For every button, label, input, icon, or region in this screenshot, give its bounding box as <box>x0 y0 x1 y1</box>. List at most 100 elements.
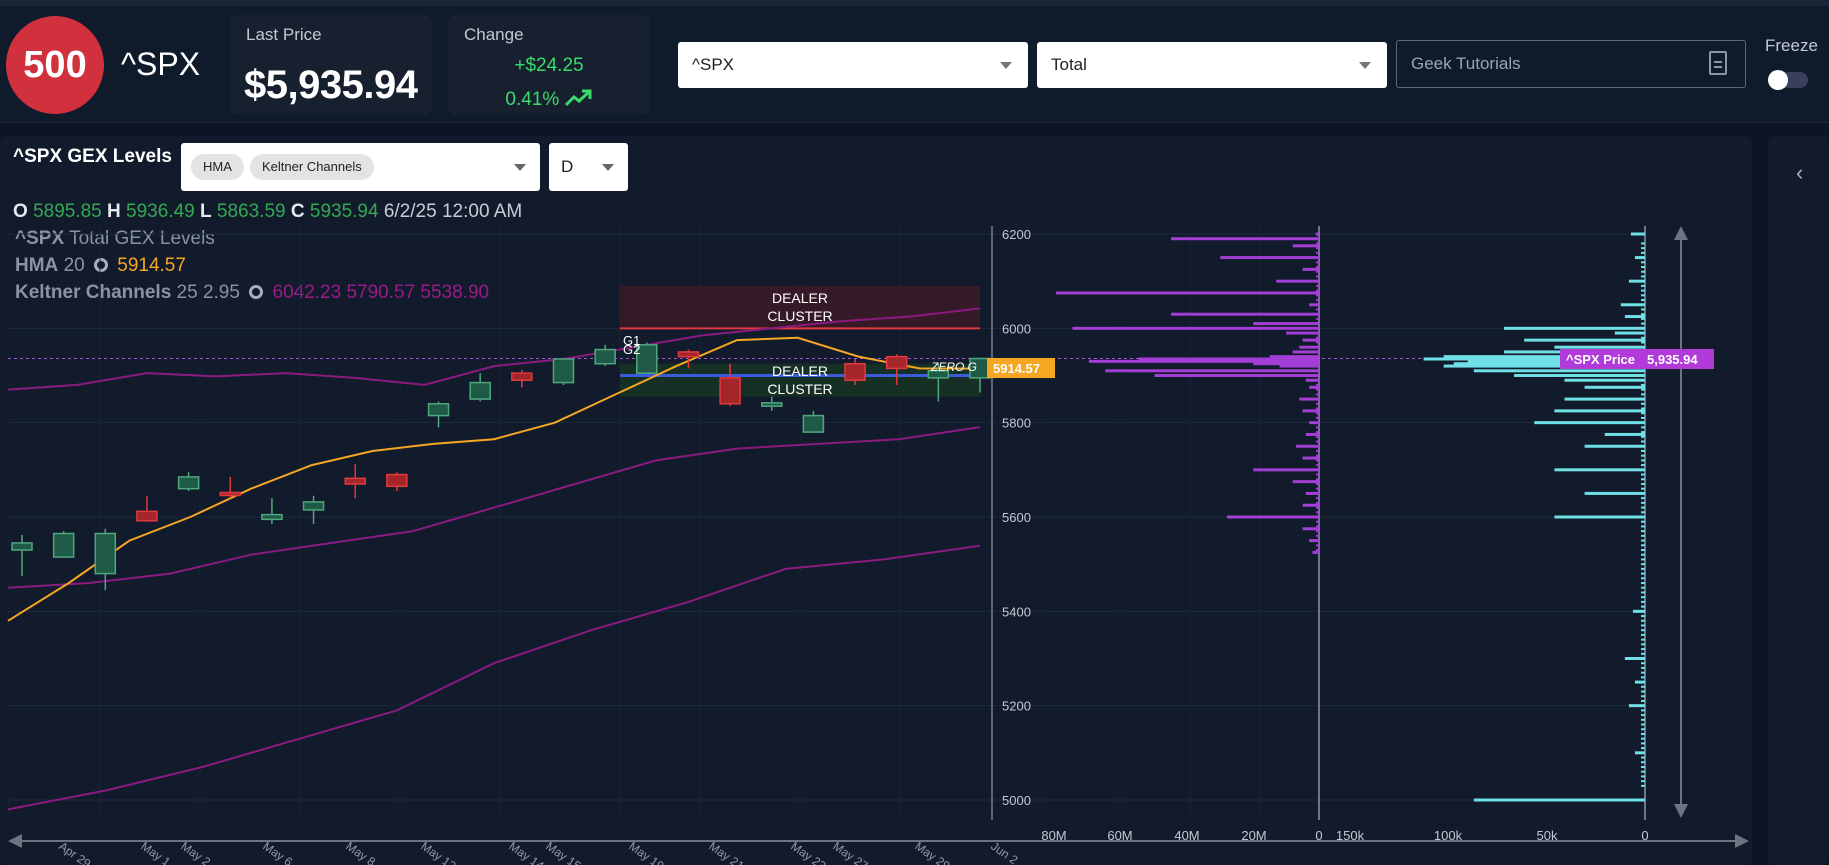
gex-bar <box>1220 256 1319 260</box>
candle-body <box>136 510 158 522</box>
gex-bar <box>1292 244 1319 248</box>
period-select[interactable]: D <box>549 143 628 191</box>
gex-bar-minor <box>1316 407 1319 410</box>
gear-icon[interactable] <box>249 285 264 299</box>
oi-bar-minor <box>1641 534 1645 537</box>
oi-bar-minor <box>1641 449 1645 452</box>
gex-type-select[interactable]: Total <box>1037 42 1387 88</box>
oi-bar-minor <box>1641 322 1645 325</box>
gex-bar <box>1295 444 1319 448</box>
candle-body <box>511 372 533 381</box>
oi-bar <box>1554 515 1645 519</box>
logo-badge: 500 <box>6 16 104 114</box>
oi-bar-minor <box>1641 478 1645 481</box>
gex-bar-minor <box>1316 322 1319 325</box>
gex-bar <box>1138 357 1319 361</box>
scroll-right-arrow-icon <box>1735 834 1749 848</box>
gex-bar <box>1279 364 1319 368</box>
oi-bar-minor <box>1641 690 1645 693</box>
oi-bar <box>1564 397 1645 401</box>
legend-keltner: Keltner Channels 25 2.95 6042.23 5790.57… <box>15 282 489 304</box>
oi-bar-minor <box>1641 398 1645 401</box>
oi-bar-minor <box>1641 445 1645 448</box>
tutorials-field[interactable]: Geek Tutorials <box>1396 40 1746 88</box>
gex-bar-minor <box>1316 284 1319 287</box>
gex-bar-minor <box>1316 374 1319 377</box>
oi-bar-minor <box>1641 530 1645 533</box>
x-tick-label: May 2 <box>178 839 213 865</box>
oi-bar-minor <box>1641 468 1645 471</box>
freeze-toggle[interactable] <box>1768 70 1808 90</box>
gex-bar-minor <box>1316 511 1319 514</box>
oi-bar-minor <box>1641 742 1645 745</box>
logo-text: 500 <box>23 43 87 86</box>
scroll-up-arrow-icon <box>1674 226 1688 240</box>
legend-hma-param: 20 <box>63 255 85 276</box>
freeze-label: Freeze <box>1765 36 1818 55</box>
indicator-select[interactable]: HMA Keltner Channels <box>181 143 540 191</box>
chevron-down-icon <box>514 164 526 171</box>
oi-bar <box>1604 432 1645 436</box>
gex-bar-minor <box>1316 289 1319 292</box>
gex-bar-minor <box>1316 308 1319 311</box>
gex-bar <box>1309 421 1319 425</box>
gear-icon[interactable] <box>93 258 108 272</box>
oi-bar-minor <box>1641 751 1645 754</box>
gex-bar-minor <box>1316 332 1319 335</box>
oi-bar-minor <box>1641 553 1645 556</box>
oi-bar-minor <box>1641 256 1645 259</box>
gex-bar-minor <box>1316 445 1319 448</box>
gex-bar <box>1305 491 1319 495</box>
oi-bar-minor <box>1641 426 1645 429</box>
oi-bar-minor <box>1641 327 1645 330</box>
x-tick-label: May 6 <box>260 839 295 865</box>
legend-hma-value: 5914.57 <box>117 255 186 276</box>
candle-body <box>719 377 741 405</box>
oi-bar-minor <box>1641 539 1645 542</box>
candle-body <box>802 414 825 433</box>
dealer-cluster-upper-line2: CLUSTER <box>767 308 832 324</box>
gex-bar-minor <box>1316 530 1319 533</box>
oi-bar-minor <box>1641 685 1645 688</box>
oi-bar <box>1628 279 1645 283</box>
gex-bar-minor <box>1316 360 1319 363</box>
chevron-down-icon <box>1000 62 1012 69</box>
oi-bar-minor <box>1641 732 1645 735</box>
indicator-chip-keltner[interactable]: Keltner Channels <box>250 154 374 180</box>
chevron-left-icon[interactable]: ‹ <box>1796 160 1804 185</box>
gex-bar <box>1253 362 1319 366</box>
candle-body <box>11 542 33 551</box>
oi-bar <box>1443 364 1645 368</box>
y-tick-label: 5400 <box>1002 604 1031 619</box>
gex-bar-minor <box>1316 280 1319 283</box>
gex-bar-minor <box>1316 516 1319 518</box>
x-tick-label: May 12 <box>418 839 459 865</box>
gex-bar-minor <box>1316 482 1319 485</box>
gex-bar-minor <box>1316 449 1319 452</box>
gex-bar <box>1276 279 1319 283</box>
x-tick-label: Apr 29 <box>56 839 93 865</box>
x-tick-label: Jun 2 <box>988 839 1020 865</box>
symbol-select[interactable]: ^SPX <box>678 42 1028 88</box>
gex-bar-minor <box>1316 454 1319 457</box>
zero-gamma-label: ZERO G <box>930 360 977 374</box>
candle-body <box>552 358 575 384</box>
candle-body <box>344 477 366 485</box>
indicator-chip-hma[interactable]: HMA <box>191 154 244 180</box>
oi-bar-minor <box>1641 619 1645 622</box>
symbol-select-value: ^SPX <box>692 55 734 74</box>
gex-bar <box>1088 359 1319 363</box>
oi-bar-minor <box>1641 525 1645 528</box>
candle-body <box>760 402 783 407</box>
hma-line <box>7 336 981 622</box>
oi-bar <box>1504 326 1645 330</box>
oi-bar-minor <box>1641 421 1645 424</box>
oi-bar <box>1584 444 1645 448</box>
change-card: Change +$24.25 0.41% <box>448 15 650 115</box>
chart-panel <box>0 136 1752 865</box>
spx-price-tag-value: 5,935.94 <box>1647 352 1698 367</box>
gex-bar-minor <box>1316 487 1319 490</box>
legend-kc-label: Keltner Channels <box>15 282 172 303</box>
oi-bar-minor <box>1641 761 1645 764</box>
